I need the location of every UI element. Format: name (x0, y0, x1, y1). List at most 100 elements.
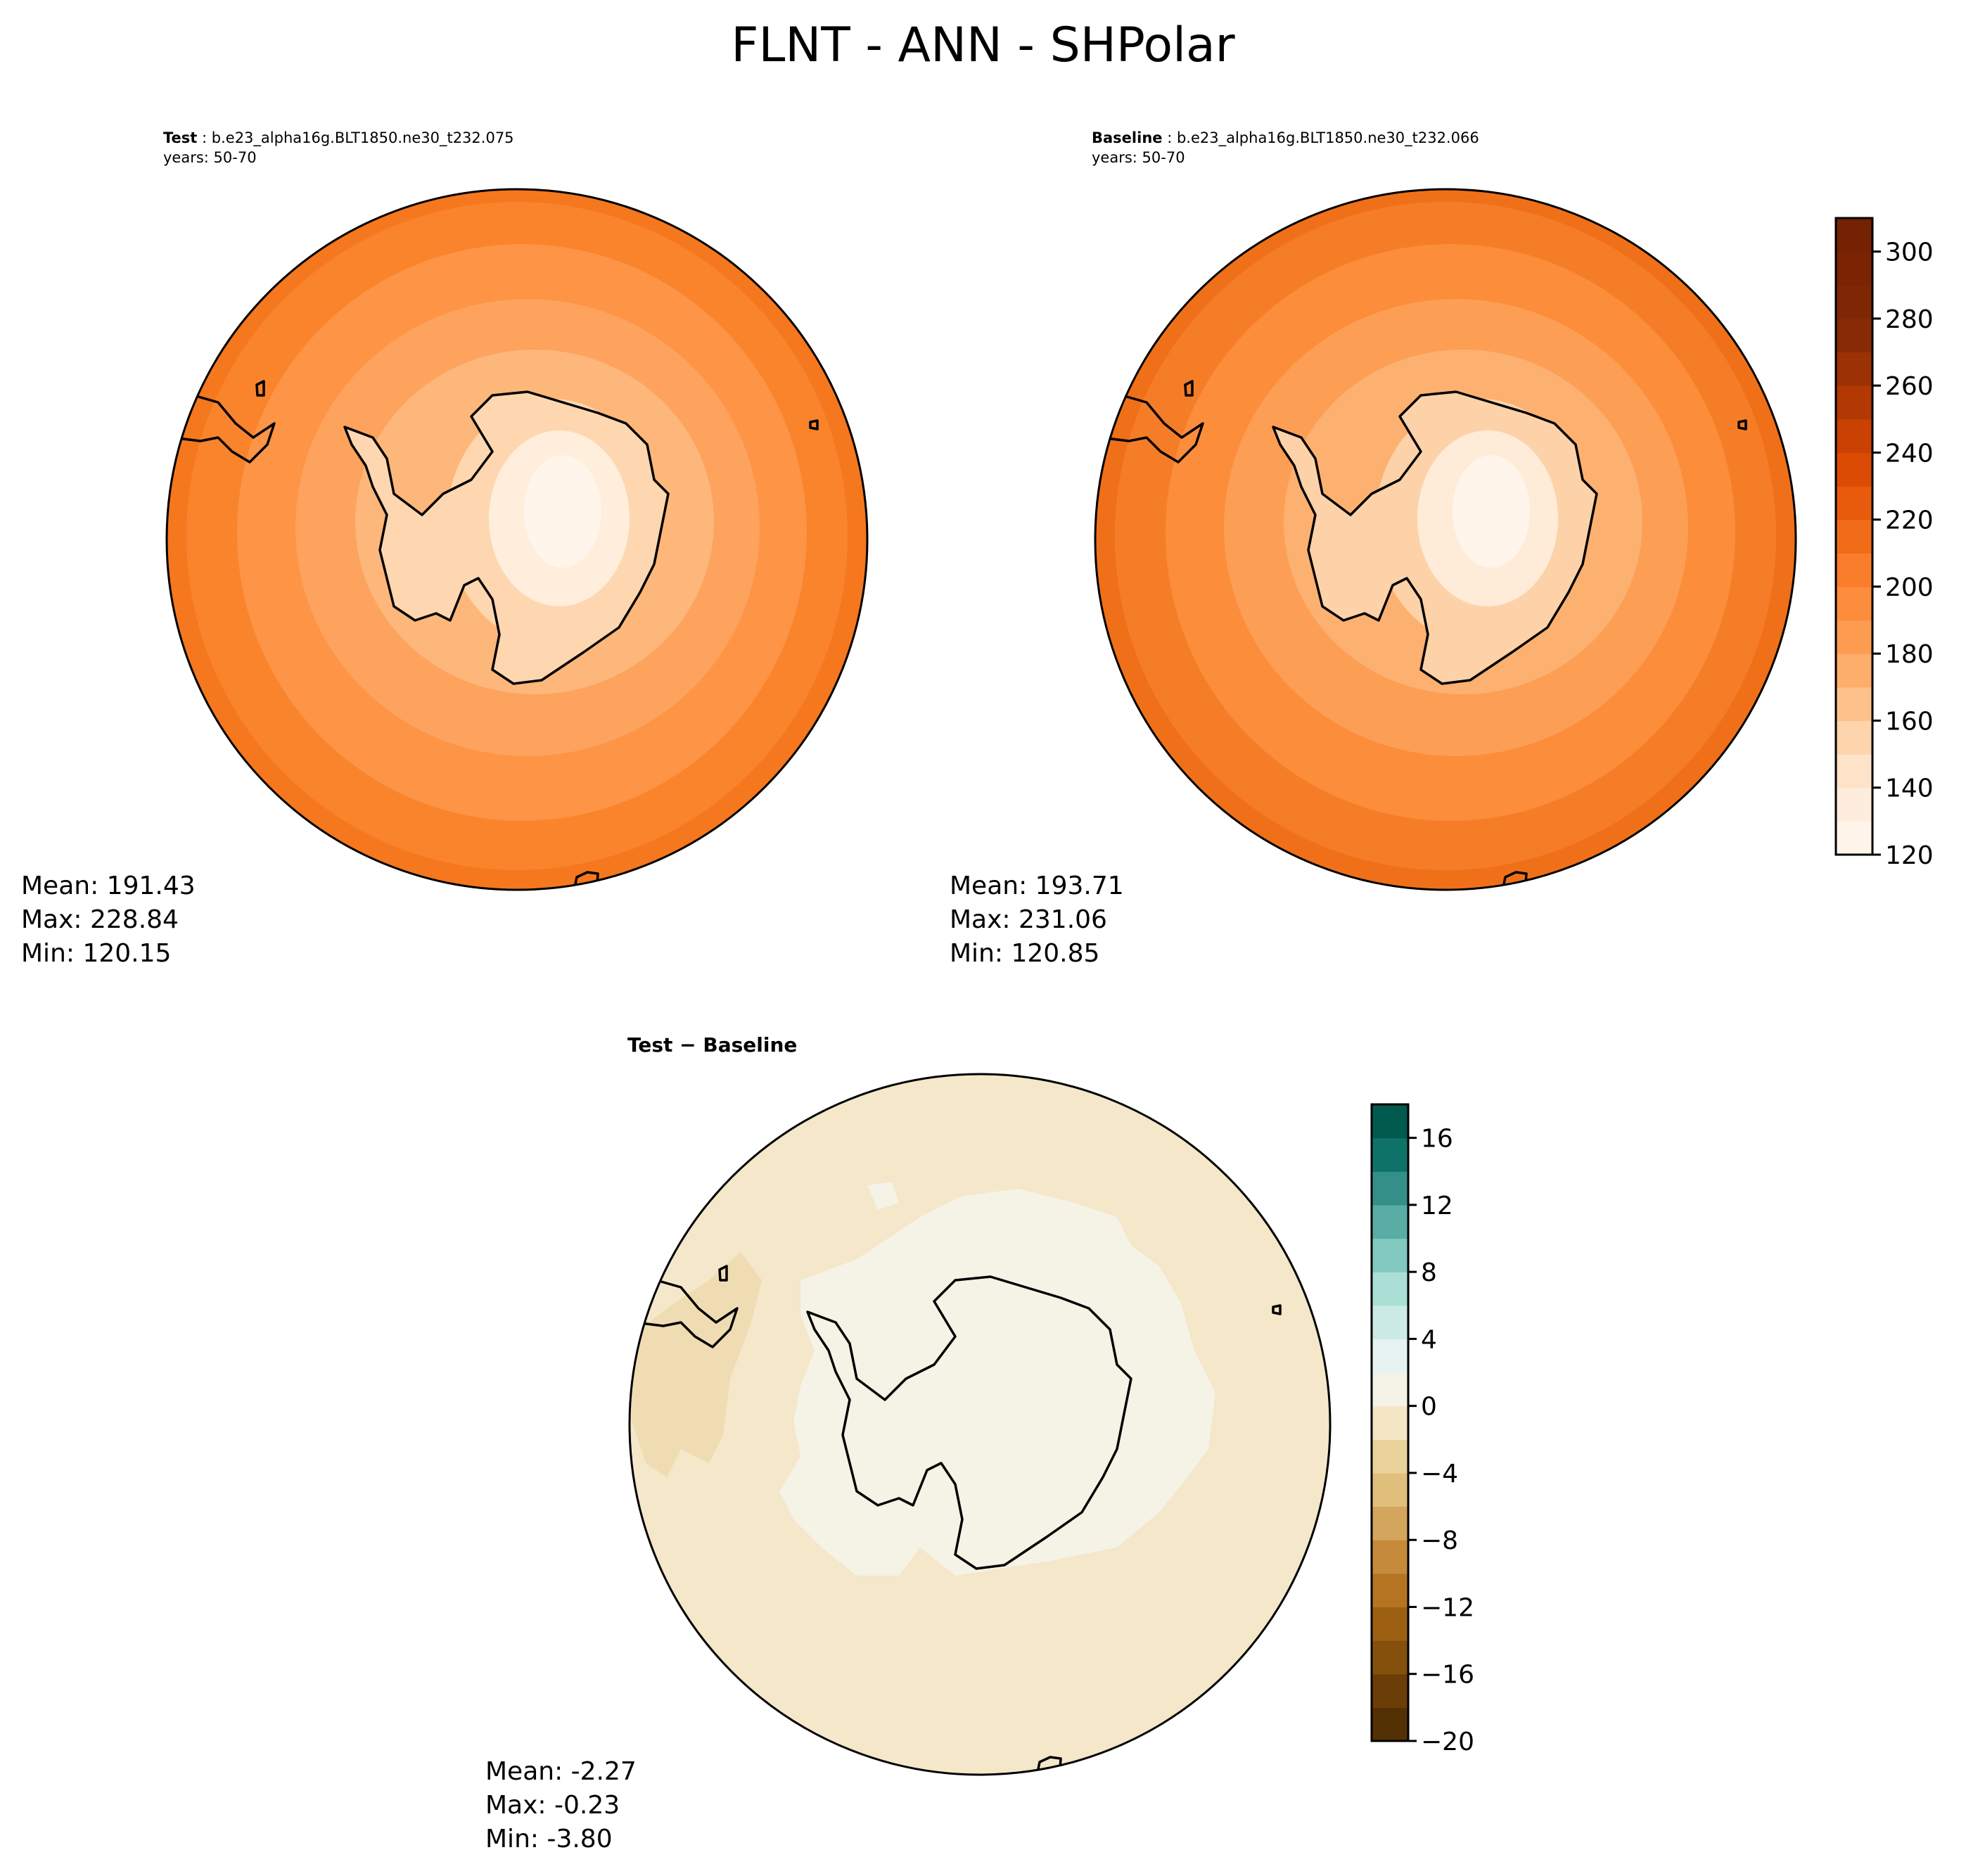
diff-colorbar-segment (1372, 1640, 1408, 1675)
baseline-antarctica-coastline (1272, 390, 1598, 685)
main-colorbar-segment (1836, 620, 1872, 654)
diff-colorbar-tick-label: 4 (1421, 1325, 1437, 1354)
baseline-map-band-7 (1453, 455, 1530, 568)
main-colorbar-segment (1836, 720, 1872, 755)
diff-colorbar-segment (1372, 1607, 1408, 1641)
baseline-island-coastline-2 (1737, 419, 1747, 430)
diff-colorbar-tick-label: −20 (1421, 1728, 1474, 1756)
diff-colorbar-tick-label: −8 (1421, 1526, 1458, 1555)
diff-near-zero-patch (867, 1182, 899, 1210)
main-colorbar-segment (1836, 318, 1872, 353)
diff-colorbar-segment (1372, 1104, 1408, 1139)
diff-colorbar-segment (1372, 1673, 1408, 1708)
diff-colorbar-segment (1372, 1405, 1408, 1440)
diff-colorbar-segment (1372, 1238, 1408, 1272)
main-colorbar-segment (1836, 285, 1872, 319)
diff-stats: Mean: -2.27 Max: -0.23 Min: -3.80 (485, 1755, 637, 1856)
main-colorbar-segment (1836, 486, 1872, 521)
baseline-mean: Mean: 193.71 (950, 872, 1124, 900)
main-colorbar-tick-label: 140 (1885, 774, 1934, 803)
baseline-years: years: 50-70 (1092, 149, 1185, 166)
diff-near-zero-region (779, 1189, 1215, 1576)
main-colorbar-tick-label: 220 (1885, 506, 1934, 535)
test-min: Min: 120.15 (21, 939, 172, 968)
test-south-america-coastline (172, 394, 276, 464)
main-colorbar-segment (1836, 218, 1872, 253)
main-colorbar-segment (1836, 385, 1872, 420)
diff-min: Min: -3.80 (485, 1825, 613, 1853)
test-label: Test (163, 129, 198, 146)
baseline-south-america-coastline (1100, 394, 1204, 464)
main-colorbar-segment (1836, 352, 1872, 386)
test-mean: Mean: 191.43 (21, 872, 196, 900)
main-colorbar-segment (1836, 251, 1872, 286)
diff-map-frame (628, 1073, 1332, 1776)
main-colorbar: 120 140 160 180 200 220 240 260 280 300 (1834, 217, 1934, 870)
main-colorbar-tick-label: 300 (1885, 238, 1934, 267)
diff-colorbar-segment (1372, 1272, 1408, 1306)
diff-colorbar-segment (1372, 1339, 1408, 1373)
test-map-frame (165, 188, 869, 891)
main-colorbar-segment (1836, 754, 1872, 789)
figure-title: FLNT - ANN - SHPolar (731, 18, 1235, 73)
main-colorbar-frame (1834, 217, 1874, 856)
diff-colorbar-tick-label: −4 (1421, 1460, 1458, 1488)
baseline-island-coastline (1184, 380, 1194, 397)
test-island-coastline (255, 380, 265, 397)
diff-colorbar-segment (1372, 1204, 1408, 1239)
diff-colorbar-frame (1370, 1103, 1410, 1742)
main-colorbar-segment (1836, 452, 1872, 487)
test-years: years: 50-70 (163, 149, 257, 166)
baseline-case-name: b.e23_alpha16g.BLT1850.ne30_t232.066 (1176, 129, 1479, 146)
diff-colorbar-tick-label: 0 (1421, 1393, 1437, 1422)
test-map (165, 188, 869, 891)
baseline-max: Max: 231.06 (950, 905, 1107, 934)
diff-colorbar-tick-label: 8 (1421, 1258, 1437, 1287)
diff-colorbar-segment (1372, 1137, 1408, 1172)
main-colorbar-segment (1836, 419, 1872, 454)
diff-title: Test − Baseline (627, 1033, 798, 1057)
baseline-label: Baseline (1092, 129, 1163, 146)
main-colorbar-segment (1836, 687, 1872, 722)
main-colorbar-segment (1836, 519, 1872, 554)
main-colorbar-segment (1836, 787, 1872, 822)
difference-map (628, 1073, 1332, 1776)
baseline-map-frame (1094, 188, 1797, 891)
main-colorbar-tick-label: 160 (1885, 707, 1934, 736)
main-colorbar-segment (1836, 553, 1872, 587)
diff-colorbar-segment (1372, 1540, 1408, 1574)
diff-colorbar-segment (1372, 1573, 1408, 1608)
diff-south-america-coastline (634, 1279, 739, 1348)
test-stats: Mean: 191.43 Max: 228.84 Min: 120.15 (21, 869, 196, 971)
baseline-map (1094, 188, 1797, 891)
baseline-min: Min: 120.85 (950, 939, 1100, 968)
diff-colorbar-segment (1372, 1372, 1408, 1407)
test-max: Max: 228.84 (21, 905, 179, 934)
main-colorbar-tick-label: 120 (1885, 841, 1934, 870)
test-case-name: b.e23_alpha16g.BLT1850.ne30_t232.075 (211, 129, 514, 146)
diff-antarctica-coastline (806, 1275, 1132, 1570)
main-colorbar-tick-label: 260 (1885, 372, 1934, 401)
main-colorbar-segment (1836, 586, 1872, 621)
test-antarctica-coastline (343, 390, 670, 685)
baseline-subtitle: Baseline : b.e23_alpha16g.BLT1850.ne30_t… (1092, 129, 1479, 166)
diff-darker-region (632, 1252, 762, 1477)
diff-colorbar-segment (1372, 1305, 1408, 1340)
diff-colorbar-tick-label: −16 (1421, 1661, 1474, 1690)
diff-colorbar-segment (1372, 1506, 1408, 1540)
diff-colorbar-tick-label: −12 (1421, 1593, 1474, 1622)
main-colorbar-tick-label: 200 (1885, 573, 1934, 602)
diff-island-coastline-2 (1272, 1304, 1282, 1315)
main-colorbar-tick-label: 280 (1885, 305, 1934, 334)
diff-colorbar-segment (1372, 1707, 1408, 1742)
diff-max: Max: -0.23 (485, 1791, 620, 1820)
diff-colorbar-tick-label: 12 (1421, 1192, 1453, 1220)
diff-island-coastline (718, 1265, 728, 1282)
main-colorbar-tick-label: 180 (1885, 640, 1934, 669)
diff-colorbar: −20 −16 −12 −8 −4 0 4 8 12 16 (1370, 1103, 1474, 1756)
diff-colorbar-tick-label: 16 (1421, 1125, 1453, 1154)
test-subtitle: Test : b.e23_alpha16g.BLT1850.ne30_t232.… (163, 129, 514, 166)
main-colorbar-segment (1836, 653, 1872, 688)
diff-colorbar-segment (1372, 1472, 1408, 1507)
test-map-band-7 (524, 455, 601, 568)
